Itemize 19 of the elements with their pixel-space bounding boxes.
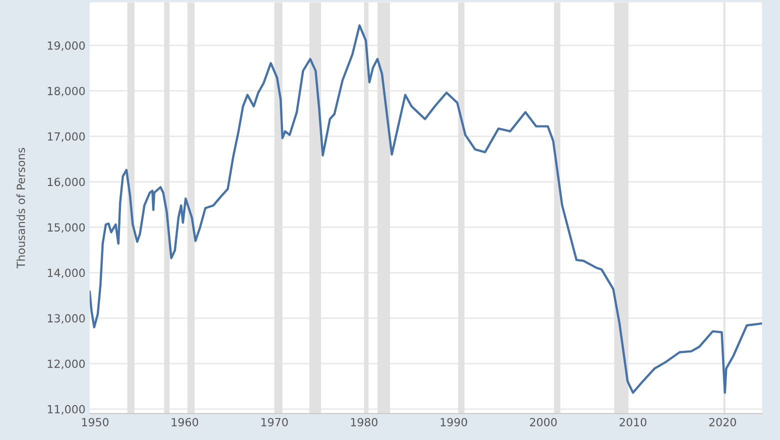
x-tick-label: 2020: [709, 418, 736, 426]
y-tick-label: 17,000: [48, 132, 85, 142]
y-tick-label: 12,000: [48, 360, 85, 370]
y-tick-label: 16,000: [48, 178, 85, 188]
y-tick-label: 14,000: [48, 268, 85, 278]
x-tick-label: 1950: [82, 418, 108, 426]
x-tick-label: 1970: [261, 418, 288, 426]
line-series: [90, 24, 762, 394]
x-tick-label: 1980: [351, 418, 378, 426]
x-tick-label: 1990: [440, 418, 468, 426]
x-tick-label: 1960: [172, 418, 198, 426]
y-tick-label: 11,000: [48, 405, 85, 415]
x-tick-label: 2010: [620, 418, 646, 426]
x-tick-label: 2000: [530, 418, 557, 426]
y-tick-label: 18,000: [48, 86, 85, 96]
y-tick-label: 19,000: [48, 41, 85, 51]
y-tick-label: 15,000: [48, 223, 85, 233]
y-tick-label: 13,000: [48, 314, 85, 324]
y-axis-title: Thousands of Persons: [16, 148, 26, 268]
